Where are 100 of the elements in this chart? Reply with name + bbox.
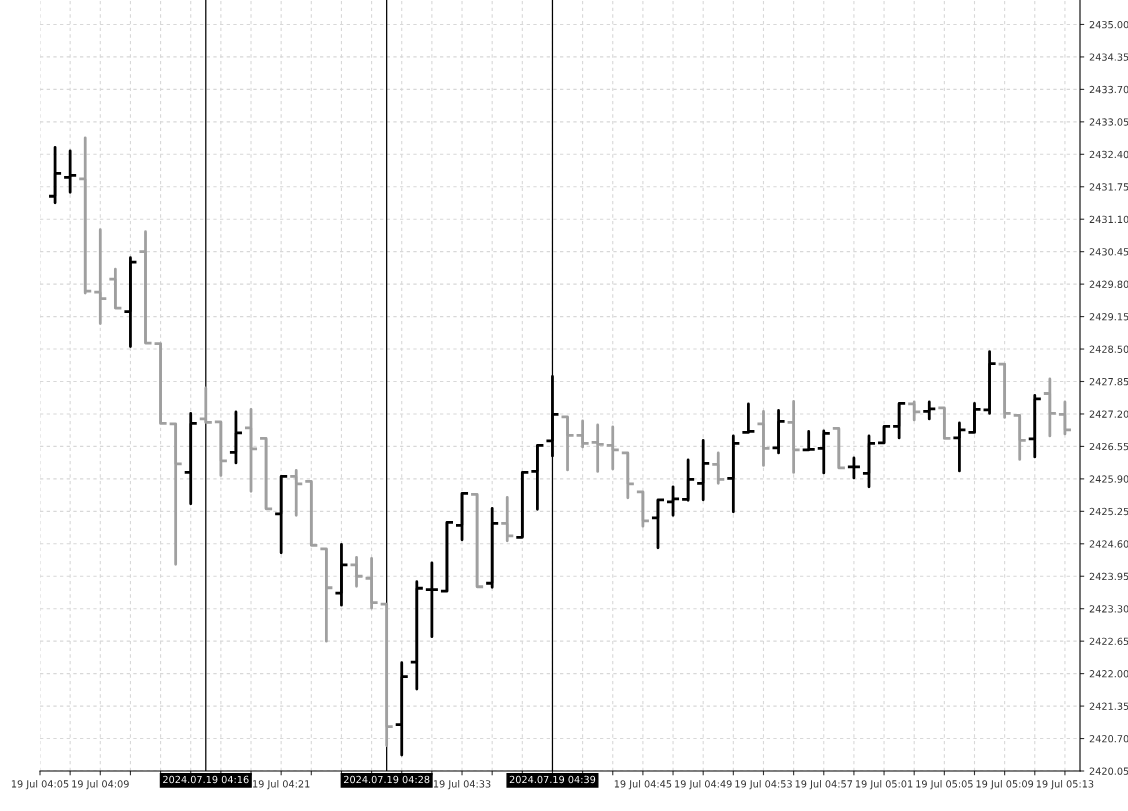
candlestick (92, 228, 108, 325)
candlestick (198, 386, 214, 424)
candlestick (680, 458, 696, 502)
candlestick (318, 547, 334, 643)
y-tick-label: 2433.05 (1089, 118, 1128, 126)
y-tick-label: 2424.60 (1089, 540, 1128, 548)
y-tick-label: 2422.65 (1089, 637, 1128, 645)
candlestick (77, 136, 93, 295)
candlestick (303, 479, 319, 547)
y-tick-label: 2420.70 (1089, 735, 1128, 743)
candlestick (756, 410, 771, 467)
y-tick-label: 2427.20 (1089, 410, 1128, 418)
y-tick-label: 2422.00 (1089, 670, 1128, 678)
candlestick (364, 556, 380, 610)
candlestick (213, 420, 229, 477)
candlestick (665, 485, 681, 517)
y-tick-label: 2423.95 (1089, 572, 1128, 581)
x-tick-label: 19 Jul 05:09 (976, 780, 1034, 790)
candlestick (891, 402, 907, 440)
candlestick (529, 444, 545, 511)
y-tick-label: 2425.25 (1089, 507, 1128, 516)
x-tick-label: 19 Jul 04:57 (795, 780, 853, 790)
y-tick-label: 2428.50 (1089, 345, 1128, 353)
y-tick-label: 2426.55 (1089, 442, 1128, 451)
y-tick-label: 2423.30 (1089, 605, 1128, 613)
candlestick (982, 350, 997, 415)
candlestick (936, 406, 952, 440)
y-tick-label: 2420.05 (1089, 767, 1128, 775)
candlestick (228, 410, 244, 465)
x-tick-label: 19 Jul 04:21 (253, 780, 310, 790)
candlestick (967, 402, 982, 434)
candlestick (786, 400, 802, 474)
y-tick-label: 2431.75 (1089, 183, 1128, 191)
candlestick (605, 425, 621, 471)
x-tick-label: 19 Jul 04:53 (735, 780, 792, 790)
candlestick (650, 498, 666, 550)
candlestick (439, 520, 455, 593)
candlestick (876, 425, 892, 445)
candlestick (725, 434, 741, 514)
ref-line-label: 2024.07.19 04:16 (163, 775, 249, 784)
candlestick (499, 495, 515, 543)
candlestick (484, 506, 500, 589)
y-tick-label: 2421.35 (1089, 702, 1128, 710)
candlestick (695, 439, 711, 502)
y-tick-label: 2431.10 (1089, 215, 1128, 224)
x-tick-label: 19 Jul 04:49 (675, 780, 732, 790)
y-tick-label: 2430.45 (1089, 248, 1128, 256)
candlestick (183, 412, 199, 506)
candlestick (831, 427, 847, 470)
y-tick-label: 2433.70 (1089, 85, 1128, 94)
x-tick-label: 19 Jul 04:09 (72, 780, 129, 790)
candlestick (620, 451, 636, 500)
candlestick (740, 402, 756, 434)
y-tick-label: 2434.35 (1089, 53, 1128, 61)
candlestick (861, 434, 877, 489)
candlestick (952, 421, 967, 473)
y-tick-label: 2429.80 (1089, 280, 1128, 288)
candlestick (846, 456, 862, 480)
candlestick (816, 429, 832, 475)
candlestick (123, 256, 138, 348)
candlestick (454, 491, 470, 542)
candlestick (906, 400, 922, 422)
x-tick-label: 19 Jul 05:01 (855, 780, 913, 790)
candlestick (590, 423, 606, 473)
candlestick (62, 149, 78, 194)
candlestick (1057, 400, 1073, 436)
candlestick (394, 661, 410, 757)
candlestick (771, 409, 786, 455)
candlestick (710, 451, 726, 485)
candlestick (921, 400, 937, 421)
x-tick-label: 19 Jul 04:05 (11, 780, 69, 790)
candlestick (168, 422, 184, 566)
candlestick (334, 542, 349, 607)
x-tick-label: 19 Jul 04:33 (433, 780, 491, 790)
candlestick (288, 469, 304, 517)
x-tick-label: 19 Jul 05:13 (1036, 780, 1094, 790)
candlestick (1027, 394, 1043, 459)
candlestick (997, 362, 1013, 419)
candlestick (258, 437, 274, 511)
y-tick-label: 2427.85 (1089, 377, 1128, 386)
ref-line-label: 2024.07.19 04:39 (509, 775, 596, 784)
y-tick-label: 2425.90 (1089, 475, 1128, 483)
candlestick (47, 145, 63, 205)
candlestick (635, 490, 651, 528)
candlestick (469, 492, 485, 589)
candlestick (1012, 414, 1028, 461)
candlestick (138, 230, 153, 345)
candlestick (424, 561, 440, 639)
x-tick-label: 19 Jul 04:45 (614, 780, 672, 790)
y-tick-label: 2429.15 (1089, 313, 1128, 321)
y-tick-label: 2435.00 (1089, 20, 1128, 29)
candlestick (349, 555, 364, 588)
candlestick (514, 471, 530, 539)
ref-line-label: 2024.07.19 04:28 (343, 775, 430, 784)
candlestick (107, 267, 123, 310)
candlestick (153, 342, 168, 425)
candlestick (575, 419, 591, 449)
candlestick (560, 415, 575, 472)
candlestick (379, 602, 395, 747)
x-tick-label: 19 Jul 05:05 (916, 780, 973, 790)
